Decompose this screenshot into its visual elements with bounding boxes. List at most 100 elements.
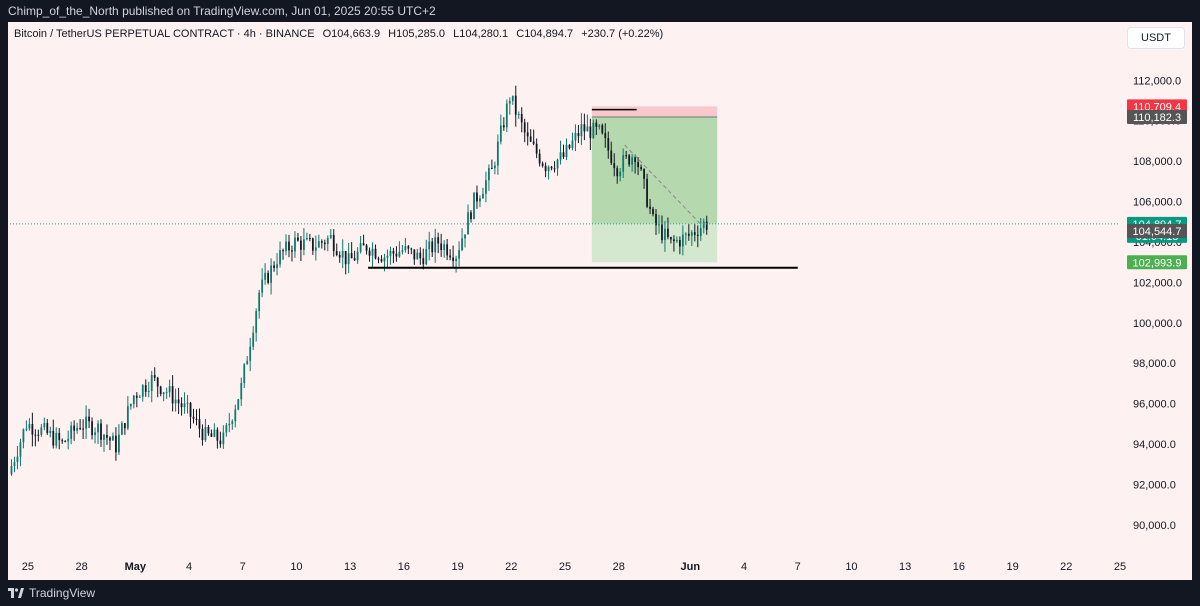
candle-body[interactable] xyxy=(532,141,535,144)
candle-body[interactable] xyxy=(264,272,267,280)
candle-body[interactable] xyxy=(150,374,153,391)
candle-body[interactable] xyxy=(482,193,484,199)
candle-body[interactable] xyxy=(479,198,481,202)
candle-body[interactable] xyxy=(198,419,201,429)
candle-body[interactable] xyxy=(556,159,559,169)
candle-body[interactable] xyxy=(350,253,353,259)
candle-body[interactable] xyxy=(544,165,547,172)
candle-body[interactable] xyxy=(300,240,302,250)
candle-body[interactable] xyxy=(126,406,129,429)
candle-body[interactable] xyxy=(195,418,198,420)
candle-body[interactable] xyxy=(458,250,460,259)
candle-body[interactable] xyxy=(189,402,192,417)
candle-body[interactable] xyxy=(598,125,601,127)
candle-body[interactable] xyxy=(252,332,255,347)
candle-body[interactable] xyxy=(16,456,19,463)
candle-body[interactable] xyxy=(19,442,22,457)
candle-body[interactable] xyxy=(374,248,377,259)
candle-body[interactable] xyxy=(467,212,469,235)
candle-body[interactable] xyxy=(246,360,249,365)
candle-body[interactable] xyxy=(291,250,293,252)
candle-body[interactable] xyxy=(326,237,329,245)
candle-body[interactable] xyxy=(690,232,693,236)
candle-body[interactable] xyxy=(562,152,565,158)
candle-body[interactable] xyxy=(595,122,598,127)
candle-body[interactable] xyxy=(678,240,681,247)
candle-body[interactable] xyxy=(383,257,386,262)
candle-body[interactable] xyxy=(353,258,356,261)
candle-body[interactable] xyxy=(273,265,275,268)
candle-body[interactable] xyxy=(362,243,365,246)
candle-body[interactable] xyxy=(461,238,463,251)
candle-body[interactable] xyxy=(121,423,123,435)
candle-body[interactable] xyxy=(159,386,162,394)
symbol-name[interactable]: Bitcoin / TetherUS PERPETUAL CONTRACT · … xyxy=(14,28,315,40)
candle-body[interactable] xyxy=(270,265,272,283)
candle-body[interactable] xyxy=(255,311,258,333)
candle-body[interactable] xyxy=(216,429,219,441)
candle-body[interactable] xyxy=(505,103,508,128)
candle-body[interactable] xyxy=(112,435,114,441)
candle-body[interactable] xyxy=(699,228,702,236)
candle-body[interactable] xyxy=(526,132,529,137)
candle-body[interactable] xyxy=(365,245,368,251)
candle-body[interactable] xyxy=(577,132,580,137)
candle-body[interactable] xyxy=(493,165,496,169)
candle-body[interactable] xyxy=(100,423,102,440)
candle-body[interactable] xyxy=(79,428,82,430)
candle-body[interactable] xyxy=(228,423,231,426)
candle-body[interactable] xyxy=(276,264,278,268)
candle-body[interactable] xyxy=(523,122,526,133)
candle-body[interactable] xyxy=(52,430,55,446)
candle-body[interactable] xyxy=(395,253,398,257)
candle-body[interactable] xyxy=(204,426,207,441)
candle-body[interactable] xyxy=(165,392,168,394)
candle-body[interactable] xyxy=(684,233,687,235)
candle-body[interactable] xyxy=(580,124,583,137)
candle-body[interactable] xyxy=(338,255,341,258)
candle-body[interactable] xyxy=(428,241,431,250)
candle-body[interactable] xyxy=(538,153,541,164)
candle-body[interactable] xyxy=(213,429,216,437)
candle-body[interactable] xyxy=(514,95,517,115)
candle-body[interactable] xyxy=(616,168,619,177)
candle-body[interactable] xyxy=(702,221,705,229)
candle-body[interactable] xyxy=(434,237,437,253)
candle-body[interactable] xyxy=(693,232,696,235)
candle-body[interactable] xyxy=(455,258,457,262)
candle-body[interactable] xyxy=(279,250,281,265)
candle-body[interactable] xyxy=(129,404,132,407)
candle-body[interactable] xyxy=(643,169,645,179)
candle-body[interactable] xyxy=(207,426,210,434)
candle-body[interactable] xyxy=(344,250,347,265)
candle-body[interactable] xyxy=(180,403,183,408)
candle-body[interactable] xyxy=(144,385,147,392)
candle-body[interactable] xyxy=(285,241,287,252)
candle-body[interactable] xyxy=(49,430,52,434)
candle-body[interactable] xyxy=(168,386,171,393)
candle-body[interactable] xyxy=(31,424,34,435)
candle-body[interactable] xyxy=(210,433,213,437)
candle-body[interactable] xyxy=(258,292,261,312)
candle-body[interactable] xyxy=(517,113,520,115)
candle-body[interactable] xyxy=(410,248,413,250)
candle-body[interactable] xyxy=(67,438,70,442)
take-profit-zone[interactable] xyxy=(591,117,718,224)
candle-body[interactable] xyxy=(541,163,544,166)
candle-body[interactable] xyxy=(446,244,449,256)
candle-body[interactable] xyxy=(123,423,126,429)
candle-body[interactable] xyxy=(449,255,452,258)
candle-body[interactable] xyxy=(401,250,404,252)
candle-body[interactable] xyxy=(607,138,610,151)
candle-body[interactable] xyxy=(667,228,669,238)
candle-body[interactable] xyxy=(91,421,93,436)
candle-body[interactable] xyxy=(619,171,622,177)
candle-body[interactable] xyxy=(303,239,305,250)
candle-body[interactable] xyxy=(177,399,180,404)
candle-body[interactable] xyxy=(186,402,189,404)
stop-loss-zone[interactable] xyxy=(591,106,718,118)
candle-body[interactable] xyxy=(705,221,708,230)
candle-body[interactable] xyxy=(192,416,195,419)
candle-body[interactable] xyxy=(631,157,634,165)
candle-body[interactable] xyxy=(380,259,383,262)
